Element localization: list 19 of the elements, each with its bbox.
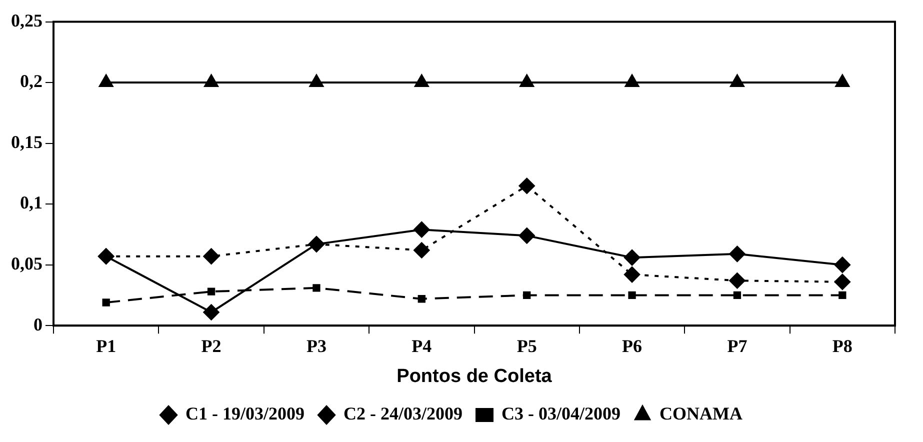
x-tick-label: P3 [306,336,326,356]
legend-label: C3 - 03/04/2009 [502,404,621,424]
y-tick-label: 0,1 [20,192,42,213]
x-axis-title: Pontos de Coleta [396,366,552,387]
y-tick-label: 0,15 [11,132,42,152]
legend-label: C1 - 19/03/2009 [186,404,305,424]
y-tick-label: 0,2 [20,71,42,92]
x-tick-label: P6 [622,336,642,356]
y-tick-label: 0 [34,314,42,334]
x-tick-label: P5 [516,336,537,356]
legend-label: C2 - 24/03/2009 [344,404,463,424]
x-tick-label: P8 [832,336,852,356]
y-tick-label: 0,25 [11,10,42,30]
x-tick-label: P4 [412,336,432,356]
legend-label: CONAMA [660,404,742,424]
x-tick-label: P1 [96,336,116,356]
x-tick-label: P7 [727,336,748,356]
y-tick-label: 0,05 [11,253,42,274]
x-tick-label: P2 [201,336,222,356]
